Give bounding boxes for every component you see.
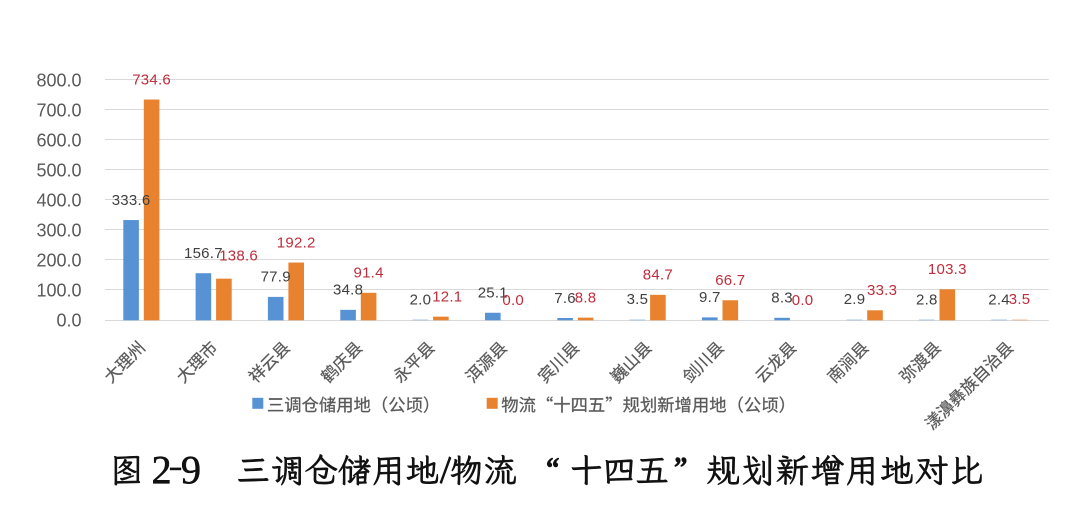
svg-text:2.9: 2.9 bbox=[844, 291, 866, 308]
svg-text:333.6: 333.6 bbox=[112, 192, 151, 209]
svg-text:2.4: 2.4 bbox=[988, 291, 1010, 308]
svg-text:8.3: 8.3 bbox=[771, 290, 793, 307]
svg-text:9.7: 9.7 bbox=[699, 289, 721, 306]
svg-text:2.0: 2.0 bbox=[410, 292, 432, 309]
svg-text:600.0: 600.0 bbox=[36, 130, 81, 150]
svg-text:500.0: 500.0 bbox=[36, 161, 81, 181]
svg-text:77.9: 77.9 bbox=[261, 269, 291, 286]
svg-text:138.6: 138.6 bbox=[219, 248, 258, 265]
svg-text:200.0: 200.0 bbox=[36, 251, 81, 271]
svg-text:0.0: 0.0 bbox=[792, 292, 814, 309]
svg-text:400.0: 400.0 bbox=[36, 191, 81, 211]
svg-text:300.0: 300.0 bbox=[36, 221, 81, 241]
svg-text:91.4: 91.4 bbox=[353, 265, 383, 282]
svg-text:34.8: 34.8 bbox=[333, 282, 363, 299]
svg-text:66.7: 66.7 bbox=[715, 272, 745, 289]
svg-text:33.3: 33.3 bbox=[867, 282, 897, 299]
svg-text:12.1: 12.1 bbox=[432, 289, 462, 306]
svg-text:100.0: 100.0 bbox=[36, 281, 81, 301]
svg-text:103.3: 103.3 bbox=[928, 261, 967, 278]
svg-text:800.0: 800.0 bbox=[36, 70, 81, 90]
svg-text:156.7: 156.7 bbox=[184, 245, 223, 262]
svg-text:84.7: 84.7 bbox=[643, 267, 673, 284]
svg-text:7.6: 7.6 bbox=[554, 290, 576, 307]
svg-text:2.8: 2.8 bbox=[916, 291, 938, 308]
svg-text:0.0: 0.0 bbox=[502, 292, 524, 309]
svg-text:192.2: 192.2 bbox=[277, 234, 316, 251]
svg-text:734.6: 734.6 bbox=[132, 71, 171, 88]
svg-text:8.8: 8.8 bbox=[575, 290, 597, 307]
svg-text:0.0: 0.0 bbox=[56, 311, 81, 331]
svg-text:3.5: 3.5 bbox=[627, 291, 649, 308]
svg-text:3.5: 3.5 bbox=[1009, 291, 1031, 308]
svg-text:700.0: 700.0 bbox=[36, 100, 81, 120]
svg-text:25.1: 25.1 bbox=[478, 285, 508, 302]
